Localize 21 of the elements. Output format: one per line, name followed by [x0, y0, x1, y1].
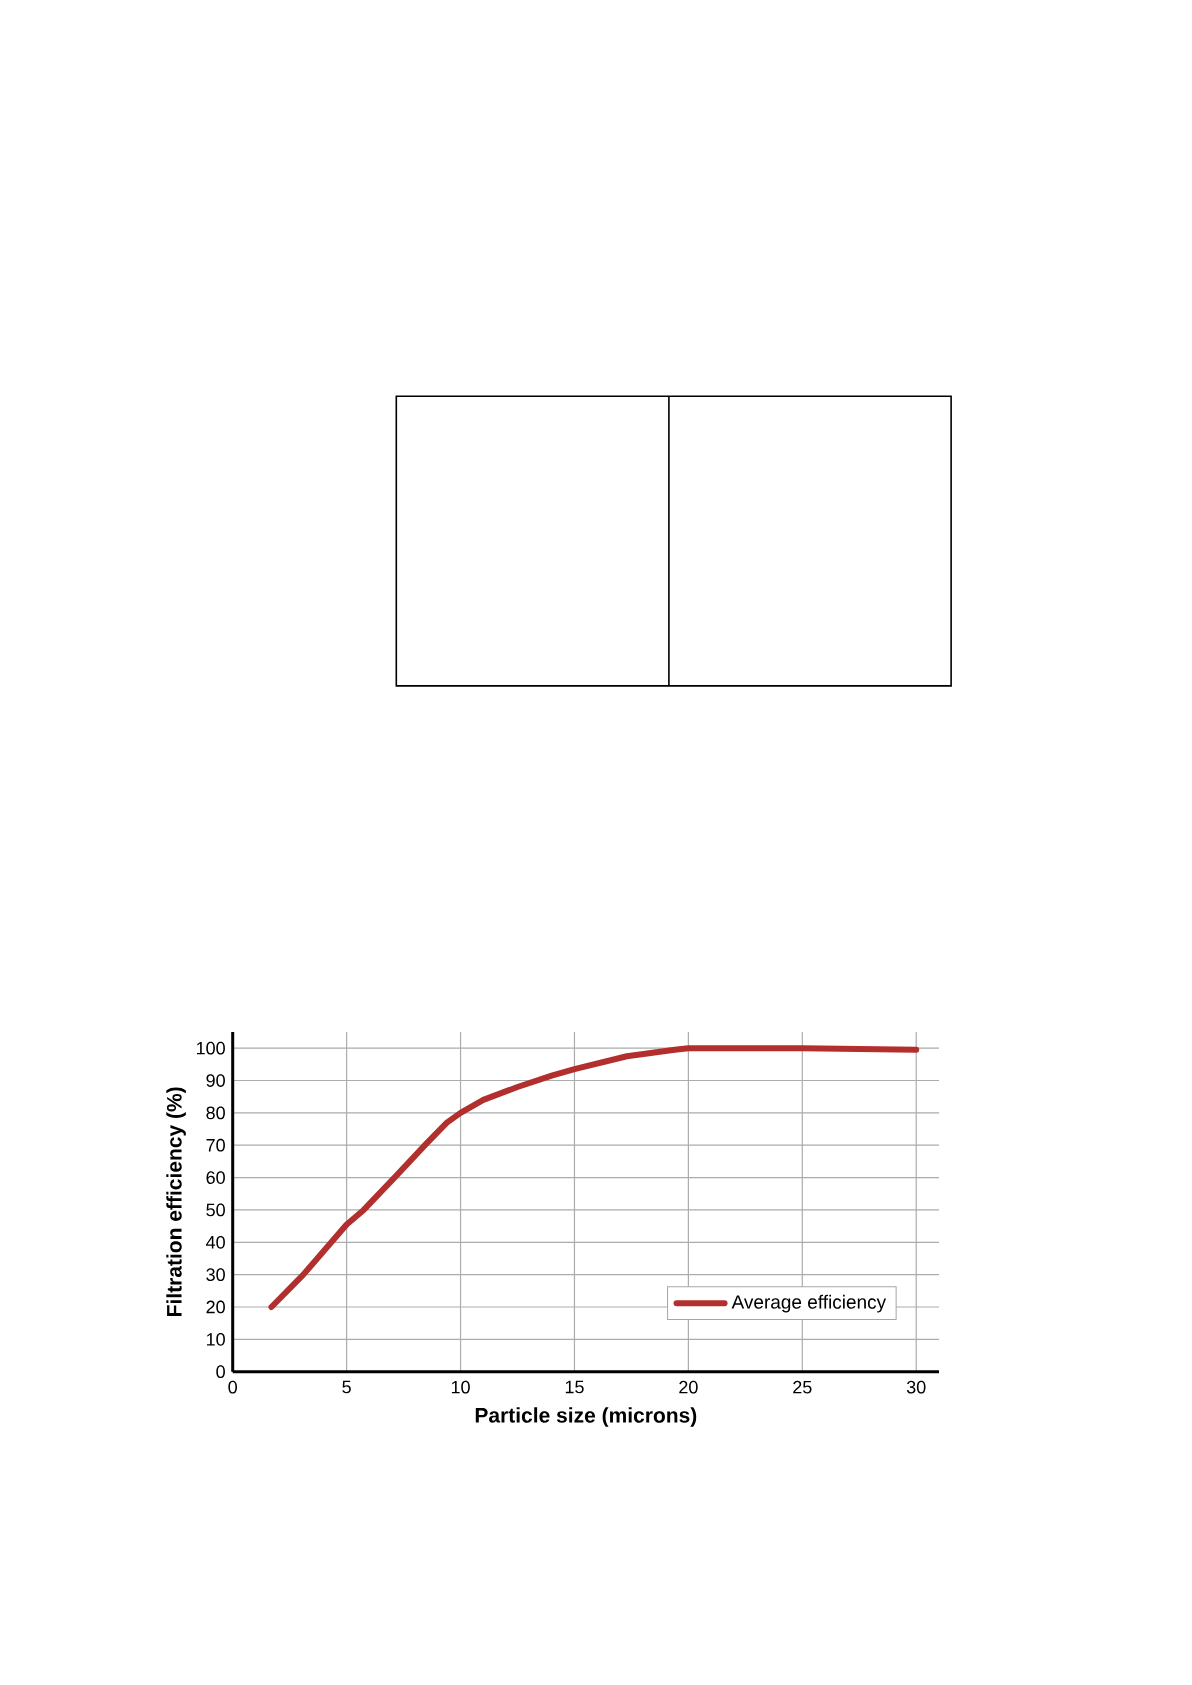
- y-tick-label: 80: [206, 1106, 225, 1120]
- x-tick-label: 5: [342, 1380, 351, 1394]
- legend-label: Average efficiency: [731, 1294, 887, 1313]
- y-tick-label: 60: [206, 1171, 225, 1184]
- y-tick-label: 90: [206, 1074, 225, 1087]
- y-tick-label: 50: [206, 1203, 225, 1217]
- x-tick-label: 20: [679, 1380, 698, 1394]
- x-tick-label: 25: [793, 1380, 812, 1394]
- x-tick-label: 30: [906, 1380, 926, 1394]
- y-tick-label: 40: [206, 1235, 225, 1249]
- x-tick-label: 15: [565, 1380, 584, 1394]
- x-tick-label: 0: [228, 1380, 238, 1394]
- y-tick-label: 10: [206, 1332, 225, 1346]
- y-tick-label: 100: [196, 1041, 225, 1055]
- y-axis-title: Filtration efficiency (%): [166, 1087, 186, 1316]
- y-tick-label: 30: [206, 1268, 225, 1282]
- y-tick-label: 70: [206, 1138, 225, 1152]
- x-tick-label: 10: [451, 1380, 470, 1394]
- x-axis-title: Particle size (microns): [475, 1407, 697, 1427]
- y-tick-label: 20: [206, 1300, 225, 1314]
- y-tick-label: 0: [216, 1365, 225, 1379]
